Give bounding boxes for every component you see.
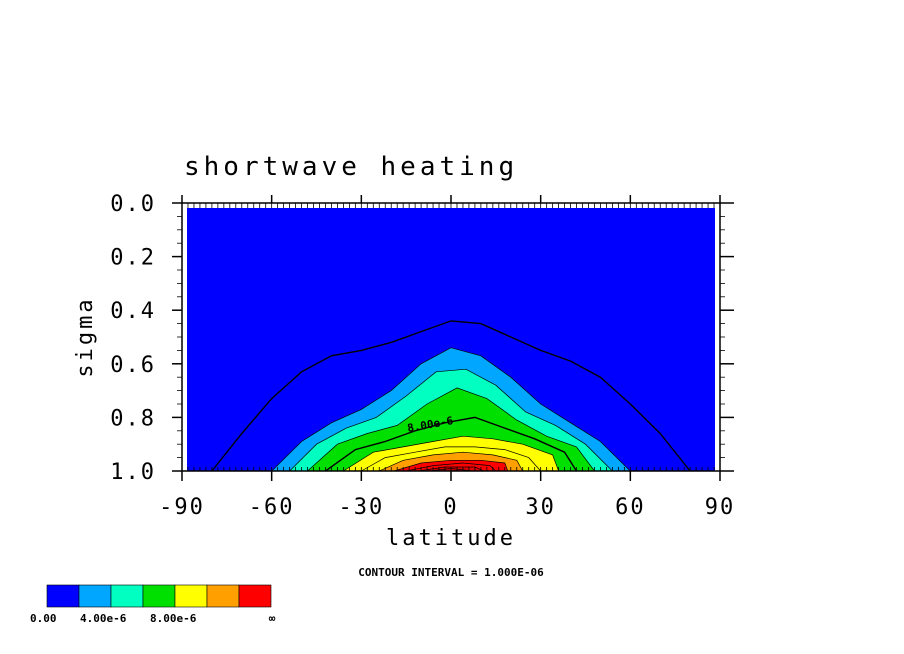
contour-line-3 [307, 387, 595, 472]
contour-interval-note: CONTOUR INTERVAL = 1.000E-06 [358, 566, 544, 579]
x-tick-label: 90 [705, 495, 736, 520]
contour-line-1 [271, 347, 631, 472]
colorbar [46, 584, 272, 608]
x-axis-label: latitude [386, 526, 516, 551]
y-tick-label: 0.4 [110, 299, 156, 324]
y-tick-label: 0.8 [110, 406, 156, 431]
y-tick-label: 0.0 [110, 192, 156, 217]
contour-lines [211, 320, 691, 472]
contour-line-10 [418, 466, 485, 472]
contour-line-8 [394, 459, 509, 472]
colorbar-swatch [206, 584, 240, 608]
contour-line-0 [211, 320, 691, 472]
y-tick-label: 0.2 [110, 246, 156, 271]
x-tick-label: 0 [443, 495, 458, 520]
colorbar-swatch [238, 584, 272, 608]
colorbar-swatch [142, 584, 176, 608]
contour-line-7 [379, 451, 524, 472]
colorbar-swatch [46, 584, 80, 608]
contour-line-2 [289, 368, 613, 472]
y-tick-label: 0.6 [110, 353, 156, 378]
y-axis-label: sigma [73, 296, 98, 377]
colorbar-labels: 0.00 4.00e-6 8.00e-6 ∞ [30, 612, 276, 625]
colorbar-label: 8.00e-6 [150, 612, 197, 625]
y-tick-label: 1.0 [110, 460, 156, 485]
colorbar-label: 0.00 [30, 612, 57, 625]
chart-title: shortwave heating [184, 152, 518, 182]
colorbar-swatch [110, 584, 144, 608]
contour-line-6 [361, 446, 541, 472]
colorbar-swatch [174, 584, 208, 608]
x-tick-label: -60 [249, 495, 295, 520]
colorbar-label: ∞ [269, 612, 276, 625]
x-tick-label: 60 [615, 495, 646, 520]
x-tick-label: -30 [338, 495, 384, 520]
contour-line-4 [325, 416, 578, 472]
colorbar-swatch [78, 584, 112, 608]
x-axis-ticks: -90 -60 -30 0 30 60 90 [159, 195, 736, 520]
x-tick-label: 30 [525, 495, 556, 520]
minor-ticks [177, 202, 725, 472]
colorbar-label: 4.00e-6 [80, 612, 127, 625]
contour-line-9 [406, 462, 497, 472]
contour-line-5 [343, 435, 559, 472]
x-tick-label: -90 [159, 495, 205, 520]
y-axis-ticks: 0.0 0.2 0.4 0.6 0.8 1.0 [110, 192, 734, 485]
